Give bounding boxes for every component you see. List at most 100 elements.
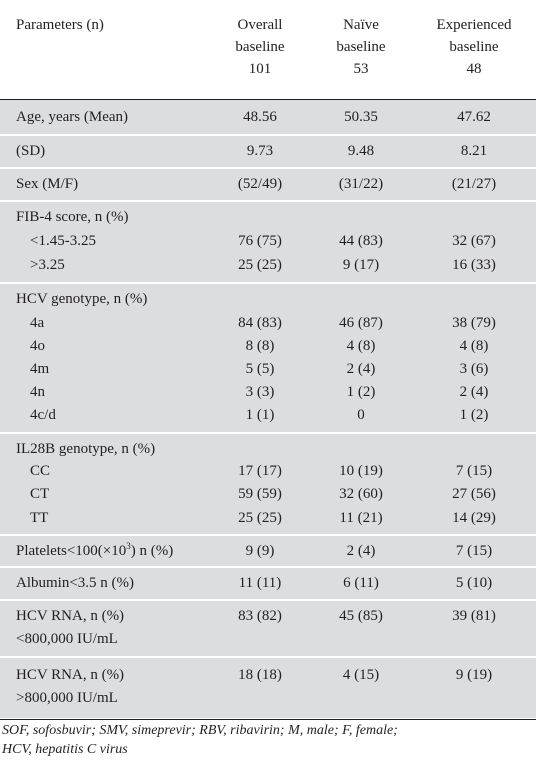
cell-naive: 46 (87) — [339, 315, 383, 331]
header-overall-line2: baseline — [235, 39, 285, 55]
cell-naive: 4 (15) — [342, 667, 380, 683]
header-experienced: Experienced baseline 48 — [416, 14, 532, 80]
cell-naive: 45 (85) — [339, 608, 383, 624]
row-label: HCV genotype, n (%) — [16, 291, 148, 307]
table-row: HCV genotype, n (%) — [0, 287, 536, 311]
table-row: HCV RNA, n (%) 83 (82) 45 (85) 39 (81) — [0, 604, 536, 628]
header-overall-n: 101 — [248, 61, 272, 77]
table-row: <800,000 IU/mL — [0, 627, 536, 651]
table-row: Age, years (Mean) 48.56 50.35 47.62 — [0, 105, 536, 129]
table-row: Platelets<100(×103) n (%) 9 (9) 2 (4) 7 … — [0, 539, 536, 563]
cell-naive: 6 (11) — [343, 575, 379, 591]
row-label: HCV RNA, n (%) — [16, 667, 125, 683]
header-naive-n: 53 — [353, 61, 369, 77]
row-label: IL28B genotype, n (%) — [16, 441, 156, 457]
table-row: FIB-4 score, n (%) — [0, 205, 536, 229]
cell-overall: 1 (1) — [245, 407, 275, 423]
cell-naive: 11 (21) — [339, 510, 383, 526]
cell-experienced: 39 (81) — [452, 608, 496, 624]
table-row: >3.25 25 (25) 9 (17) 16 (33) — [0, 253, 536, 277]
table-bottom-rule — [0, 719, 536, 720]
cell-experienced: 5 (10) — [455, 575, 493, 591]
table-row: >800,000 IU/mL — [0, 686, 536, 710]
cell-naive: 9 (17) — [342, 257, 380, 273]
table-row: Sex (M/F) (52/49) (31/22) (21/27) — [0, 172, 536, 196]
row-label: 4c/d — [30, 407, 56, 423]
platelets-label-main: Platelets<100(×10 — [16, 543, 127, 559]
group-hcv-genotype: HCV genotype, n (%) 4a 84 (83) 46 (87) 3… — [0, 284, 536, 434]
platelets-label-superscript: 3 — [126, 541, 131, 551]
table-footnote: SOF, sofosbuvir; SMV, simeprevir; RBV, r… — [2, 721, 532, 759]
cell-experienced: 27 (56) — [452, 486, 496, 502]
cell-naive: 1 (2) — [346, 384, 376, 400]
row-label: <800,000 IU/mL — [16, 631, 118, 647]
table-row: CC 17 (17) 10 (19) 7 (15) — [0, 459, 536, 483]
cell-naive: 32 (60) — [339, 486, 383, 502]
row-label: HCV RNA, n (%) — [16, 608, 125, 624]
footnote-line2: HCV, hepatitis C virus — [2, 742, 128, 757]
cell-overall: 3 (3) — [245, 384, 275, 400]
row-label: Sex (M/F) — [16, 176, 79, 192]
header-experienced-n: 48 — [466, 61, 482, 77]
cell-experienced: 2 (4) — [459, 384, 489, 400]
cell-overall: 25 (25) — [238, 510, 282, 526]
cell-naive: 9.48 — [347, 143, 375, 159]
row-label: 4a — [30, 315, 45, 331]
cell-experienced: 7 (15) — [455, 543, 493, 559]
header-naive: Naïve baseline 53 — [311, 14, 411, 80]
row-label: <1.45-3.25 — [30, 233, 96, 249]
header-naive-line1: Naïve — [343, 17, 379, 33]
table-row: 4m 5 (5) 2 (4) 3 (6) — [0, 357, 536, 381]
cell-naive: 2 (4) — [346, 361, 376, 377]
cell-overall: 48.56 — [243, 109, 277, 125]
group-platelets: Platelets<100(×103) n (%) 9 (9) 2 (4) 7 … — [0, 536, 536, 568]
header-parameters-label: Parameters (n) — [16, 17, 104, 33]
platelets-label-tail: ) n (%) — [130, 543, 174, 559]
table-row: CT 59 (59) 32 (60) 27 (56) — [0, 482, 536, 506]
group-sex: Sex (M/F) (52/49) (31/22) (21/27) — [0, 169, 536, 202]
table-row: Albumin<3.5 n (%) 11 (11) 6 (11) 5 (10) — [0, 571, 536, 595]
cell-overall: 17 (17) — [238, 463, 282, 479]
cell-naive: 44 (83) — [339, 233, 383, 249]
cell-overall: 9.73 — [246, 143, 274, 159]
cell-experienced: 1 (2) — [459, 407, 489, 423]
table-header: Parameters (n) Overall baseline 101 Naïv… — [0, 0, 536, 100]
header-experienced-line2: baseline — [449, 39, 499, 55]
cell-naive: 0 — [357, 407, 365, 423]
table-row: TT 25 (25) 11 (21) 14 (29) — [0, 506, 536, 530]
row-label: Age, years (Mean) — [16, 109, 129, 125]
header-parameters: Parameters (n) — [16, 14, 104, 36]
cell-experienced: 3 (6) — [459, 361, 489, 377]
group-sd: (SD) 9.73 9.48 8.21 — [0, 136, 536, 169]
cell-overall: 11 (11) — [238, 575, 282, 591]
header-experienced-line1: Experienced — [436, 17, 512, 33]
table-row: 4n 3 (3) 1 (2) 2 (4) — [0, 380, 536, 404]
cell-overall: 83 (82) — [238, 608, 282, 624]
cell-overall: 84 (83) — [238, 315, 282, 331]
row-label: CC — [30, 463, 51, 479]
cell-experienced: 38 (79) — [452, 315, 496, 331]
cell-overall: 5 (5) — [245, 361, 275, 377]
row-label: CT — [30, 486, 50, 502]
cell-overall: 25 (25) — [238, 257, 282, 273]
cell-naive: 2 (4) — [346, 543, 376, 559]
cell-experienced: 7 (15) — [455, 463, 493, 479]
cell-experienced: 8.21 — [460, 143, 488, 159]
cell-experienced: (21/27) — [451, 176, 497, 192]
cell-overall: 59 (59) — [238, 486, 282, 502]
row-label: FIB-4 score, n (%) — [16, 209, 129, 225]
cell-naive: 10 (19) — [339, 463, 383, 479]
group-hcv-rna-low: HCV RNA, n (%) 83 (82) 45 (85) 39 (81) <… — [0, 601, 536, 658]
table-row: 4a 84 (83) 46 (87) 38 (79) — [0, 311, 536, 335]
cell-naive: 4 (8) — [346, 338, 376, 354]
row-label: Albumin<3.5 n (%) — [16, 575, 135, 591]
cell-experienced: 47.62 — [457, 109, 491, 125]
group-fib4: FIB-4 score, n (%) <1.45-3.25 76 (75) 44… — [0, 202, 536, 284]
cell-experienced: 16 (33) — [452, 257, 496, 273]
footnote-line1: SOF, sofosbuvir; SMV, simeprevir; RBV, r… — [2, 723, 398, 738]
header-naive-line2: baseline — [336, 39, 386, 55]
table-row: 4c/d 1 (1) 0 1 (2) — [0, 403, 536, 427]
row-label: Platelets<100(×103) n (%) — [16, 539, 173, 563]
table-row: HCV RNA, n (%) 18 (18) 4 (15) 9 (19) — [0, 663, 536, 687]
cell-overall: 8 (8) — [245, 338, 275, 354]
